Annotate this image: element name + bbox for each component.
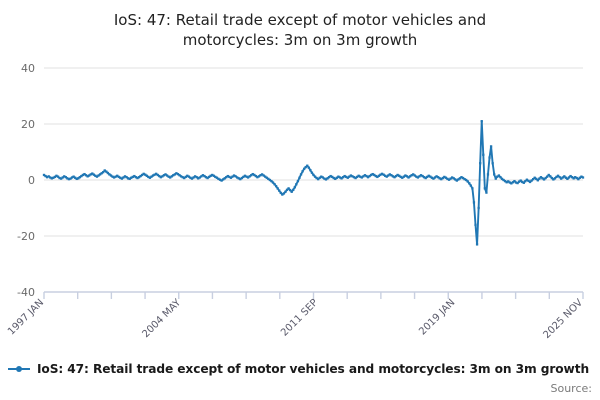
page-title: IoS: 47: Retail trade except of motor ve… [113, 11, 487, 49]
data-series-line [42, 120, 585, 246]
y-axis-tick-label: -40 [17, 286, 35, 299]
source-label: Source: [550, 382, 593, 395]
x-axis-tick-label: 1997 JAN [6, 297, 46, 337]
x-axis-tick-label: 2004 MAY [140, 297, 183, 340]
chart-legend[interactable]: IoS: 47: Retail trade except of motor ve… [8, 362, 589, 376]
x-axis-ticks [43, 292, 584, 299]
legend-item-label: IoS: 47: Retail trade except of motor ve… [37, 362, 590, 376]
y-axis-tick-label: -20 [17, 230, 35, 243]
y-axis-tick-labels: 40 20 0 -20 -40 [17, 62, 35, 299]
legend-line-marker-icon [8, 363, 30, 375]
x-axis-tick-labels: 1997 JAN 2004 MAY 2011 SEP 2019 JAN 2025 NOV [6, 297, 585, 341]
y-axis-tick-label: 20 [21, 118, 35, 131]
x-axis-tick-label: 2011 SEP [279, 297, 320, 338]
gridlines [44, 67, 583, 237]
x-axis-tick-label: 2025 NOV [542, 297, 586, 341]
chart-plot-area: 40 20 0 -20 -40 1997 JAN 2004 MAY 2011 SEP 2019… [6, 62, 585, 341]
x-axis-tick-label: 2019 JAN [417, 297, 457, 337]
y-axis-tick-label: 40 [21, 62, 35, 75]
y-axis-tick-label: 0 [28, 174, 35, 187]
